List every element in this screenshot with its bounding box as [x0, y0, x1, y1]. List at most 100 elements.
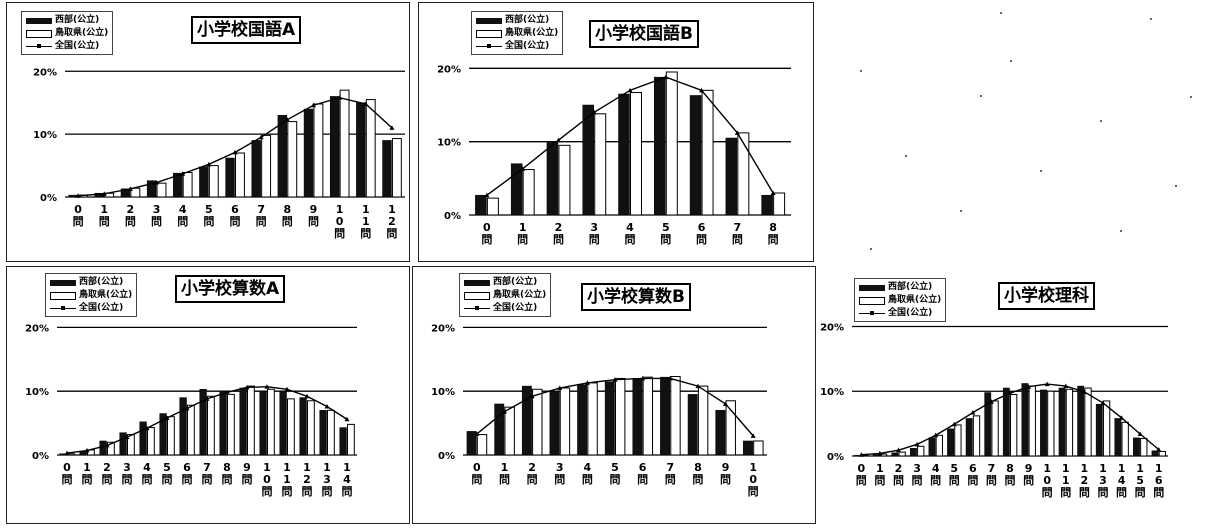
chart-svg: 0% 10% 20% 0 問 1 問 2 問 3 問 4 問 5 問 6 問 7 問 8 問 [437, 64, 791, 246]
speck [870, 248, 872, 250]
chart-panel-kokugo-b: 0% 10% 20% 0 問 1 問 2 問 3 問 4 問 5 問 6 問 7 問 8 問 小学校国語B 西部(公立) 鳥取… [418, 2, 814, 262]
legend-swatch [476, 17, 502, 24]
marker-national-6 [699, 87, 705, 93]
y-tick-label: 20% [437, 64, 461, 75]
legend-label: 全国(公立) [55, 41, 100, 51]
bar-tottori-4 [182, 171, 193, 198]
marker-national-3 [591, 109, 597, 115]
marker-national-2 [127, 186, 133, 191]
speck [980, 95, 982, 97]
chart-panel-rika: 0% 10% 20% 0 問 1 問 2 問 3 問 4 問 5 問 6 問 7 問 8 問 9 問 1 0 問 1 1 問 1 2 問 1 3 問… [820, 266, 1208, 524]
legend-swatch [476, 44, 502, 48]
bar-seibu-5 [199, 166, 209, 198]
bar-seibu-10 [259, 390, 267, 456]
marker-national-7 [667, 375, 673, 381]
marker-national-5 [951, 421, 957, 427]
bar-tottori-11 [365, 99, 376, 198]
legend-item: 全国(公立) [50, 302, 132, 315]
bar-seibu-7 [984, 392, 992, 457]
legend-item: 全国(公立) [476, 40, 558, 53]
bar-tottori-5 [208, 165, 219, 198]
legend-swatch [26, 29, 52, 38]
bar-tottori-7 [737, 132, 750, 216]
marker-national-4 [933, 432, 939, 438]
marker-national-1 [877, 450, 883, 456]
bar-seibu-4 [618, 93, 630, 216]
bar-seibu-2 [99, 440, 107, 456]
legend-swatch [859, 311, 885, 315]
bar-seibu-4 [577, 384, 588, 456]
chart-title: 小学校算数A [175, 275, 286, 303]
bar-seibu-9 [303, 108, 314, 198]
chart-svg: 0% 10% 20% 0 問 1 問 2 問 3 問 4 問 5 問 6 問 7 問 8 問 9 問 1 0 問 [431, 323, 767, 498]
marker-national-2 [529, 393, 535, 399]
legend-label: 西部(公立) [79, 277, 124, 287]
chart-svg: 0% 10% 20% 0 問 1 問 2 問 3 問 4 問 5 問 6 問 7 問 8 問 9 問 1 0 問 1 1 問 1 2 問 1 3 問… [25, 323, 357, 498]
bar-tottori-12 [1084, 387, 1092, 457]
bar-seibu-3 [549, 390, 560, 456]
marker-national-2 [555, 137, 561, 143]
marker-national-11 [363, 101, 369, 106]
bar-seibu-14 [339, 427, 347, 456]
legend-item: 西部(公立) [464, 276, 546, 289]
bar-tottori-12 [307, 400, 315, 456]
bar-seibu-7 [199, 389, 207, 456]
bar-tottori-16 [1158, 450, 1167, 457]
marker-national-12 [1081, 389, 1087, 394]
marker-national-9 [723, 401, 729, 406]
bar-tottori-2 [558, 144, 571, 216]
legend-swatch [50, 291, 76, 300]
marker-national-1 [101, 191, 107, 196]
speck [1150, 18, 1152, 20]
marker-national-3 [154, 180, 160, 185]
legend-swatch [26, 44, 52, 48]
bar-seibu-2 [891, 452, 899, 457]
marker-national-4 [627, 87, 633, 93]
legend-item: 鳥取県(公立) [50, 289, 132, 302]
legend-label: 全国(公立) [888, 308, 933, 318]
bar-tottori-6 [187, 404, 195, 456]
marker-national-4 [180, 171, 186, 176]
y-tick-label: 0% [827, 452, 844, 463]
legend-item: 鳥取県(公立) [26, 27, 108, 40]
bar-tottori-8 [773, 192, 786, 216]
chart-panel-sansu-b: 0% 10% 20% 0 問 1 問 2 問 3 問 4 問 5 問 6 問 7 問 8 問 9 問 1 0 問 小学校算数B 西部(… [412, 266, 816, 524]
bar-seibu-8 [687, 394, 698, 456]
legend-item: 西部(公立) [50, 276, 132, 289]
legend-label: 西部(公立) [888, 282, 933, 292]
bar-seibu-9 [1021, 383, 1029, 457]
marker-national-8 [224, 389, 230, 395]
y-tick-label: 20% [820, 322, 844, 333]
bar-seibu-10 [329, 96, 340, 198]
marker-national-6 [184, 405, 190, 411]
bar-tottori-7 [207, 395, 215, 456]
legend-item: 鳥取県(公立) [464, 289, 546, 302]
legend-item: 西部(公立) [859, 281, 941, 294]
bar-seibu-5 [947, 428, 954, 457]
legend-label: 鳥取県(公立) [493, 290, 547, 300]
legend-swatch [859, 284, 885, 291]
bar-seibu-4 [928, 437, 936, 457]
y-tick-label: 0% [444, 211, 461, 222]
legend-swatch [859, 296, 885, 305]
chart-legend: 西部(公立) 鳥取県(公立) 全国(公立) [459, 273, 552, 317]
marker-national-9 [244, 384, 250, 390]
bar-tottori-2 [898, 451, 906, 457]
legend-item: 西部(公立) [476, 14, 558, 27]
marker-national-10 [337, 95, 343, 100]
legend-label: 鳥取県(公立) [79, 290, 133, 300]
